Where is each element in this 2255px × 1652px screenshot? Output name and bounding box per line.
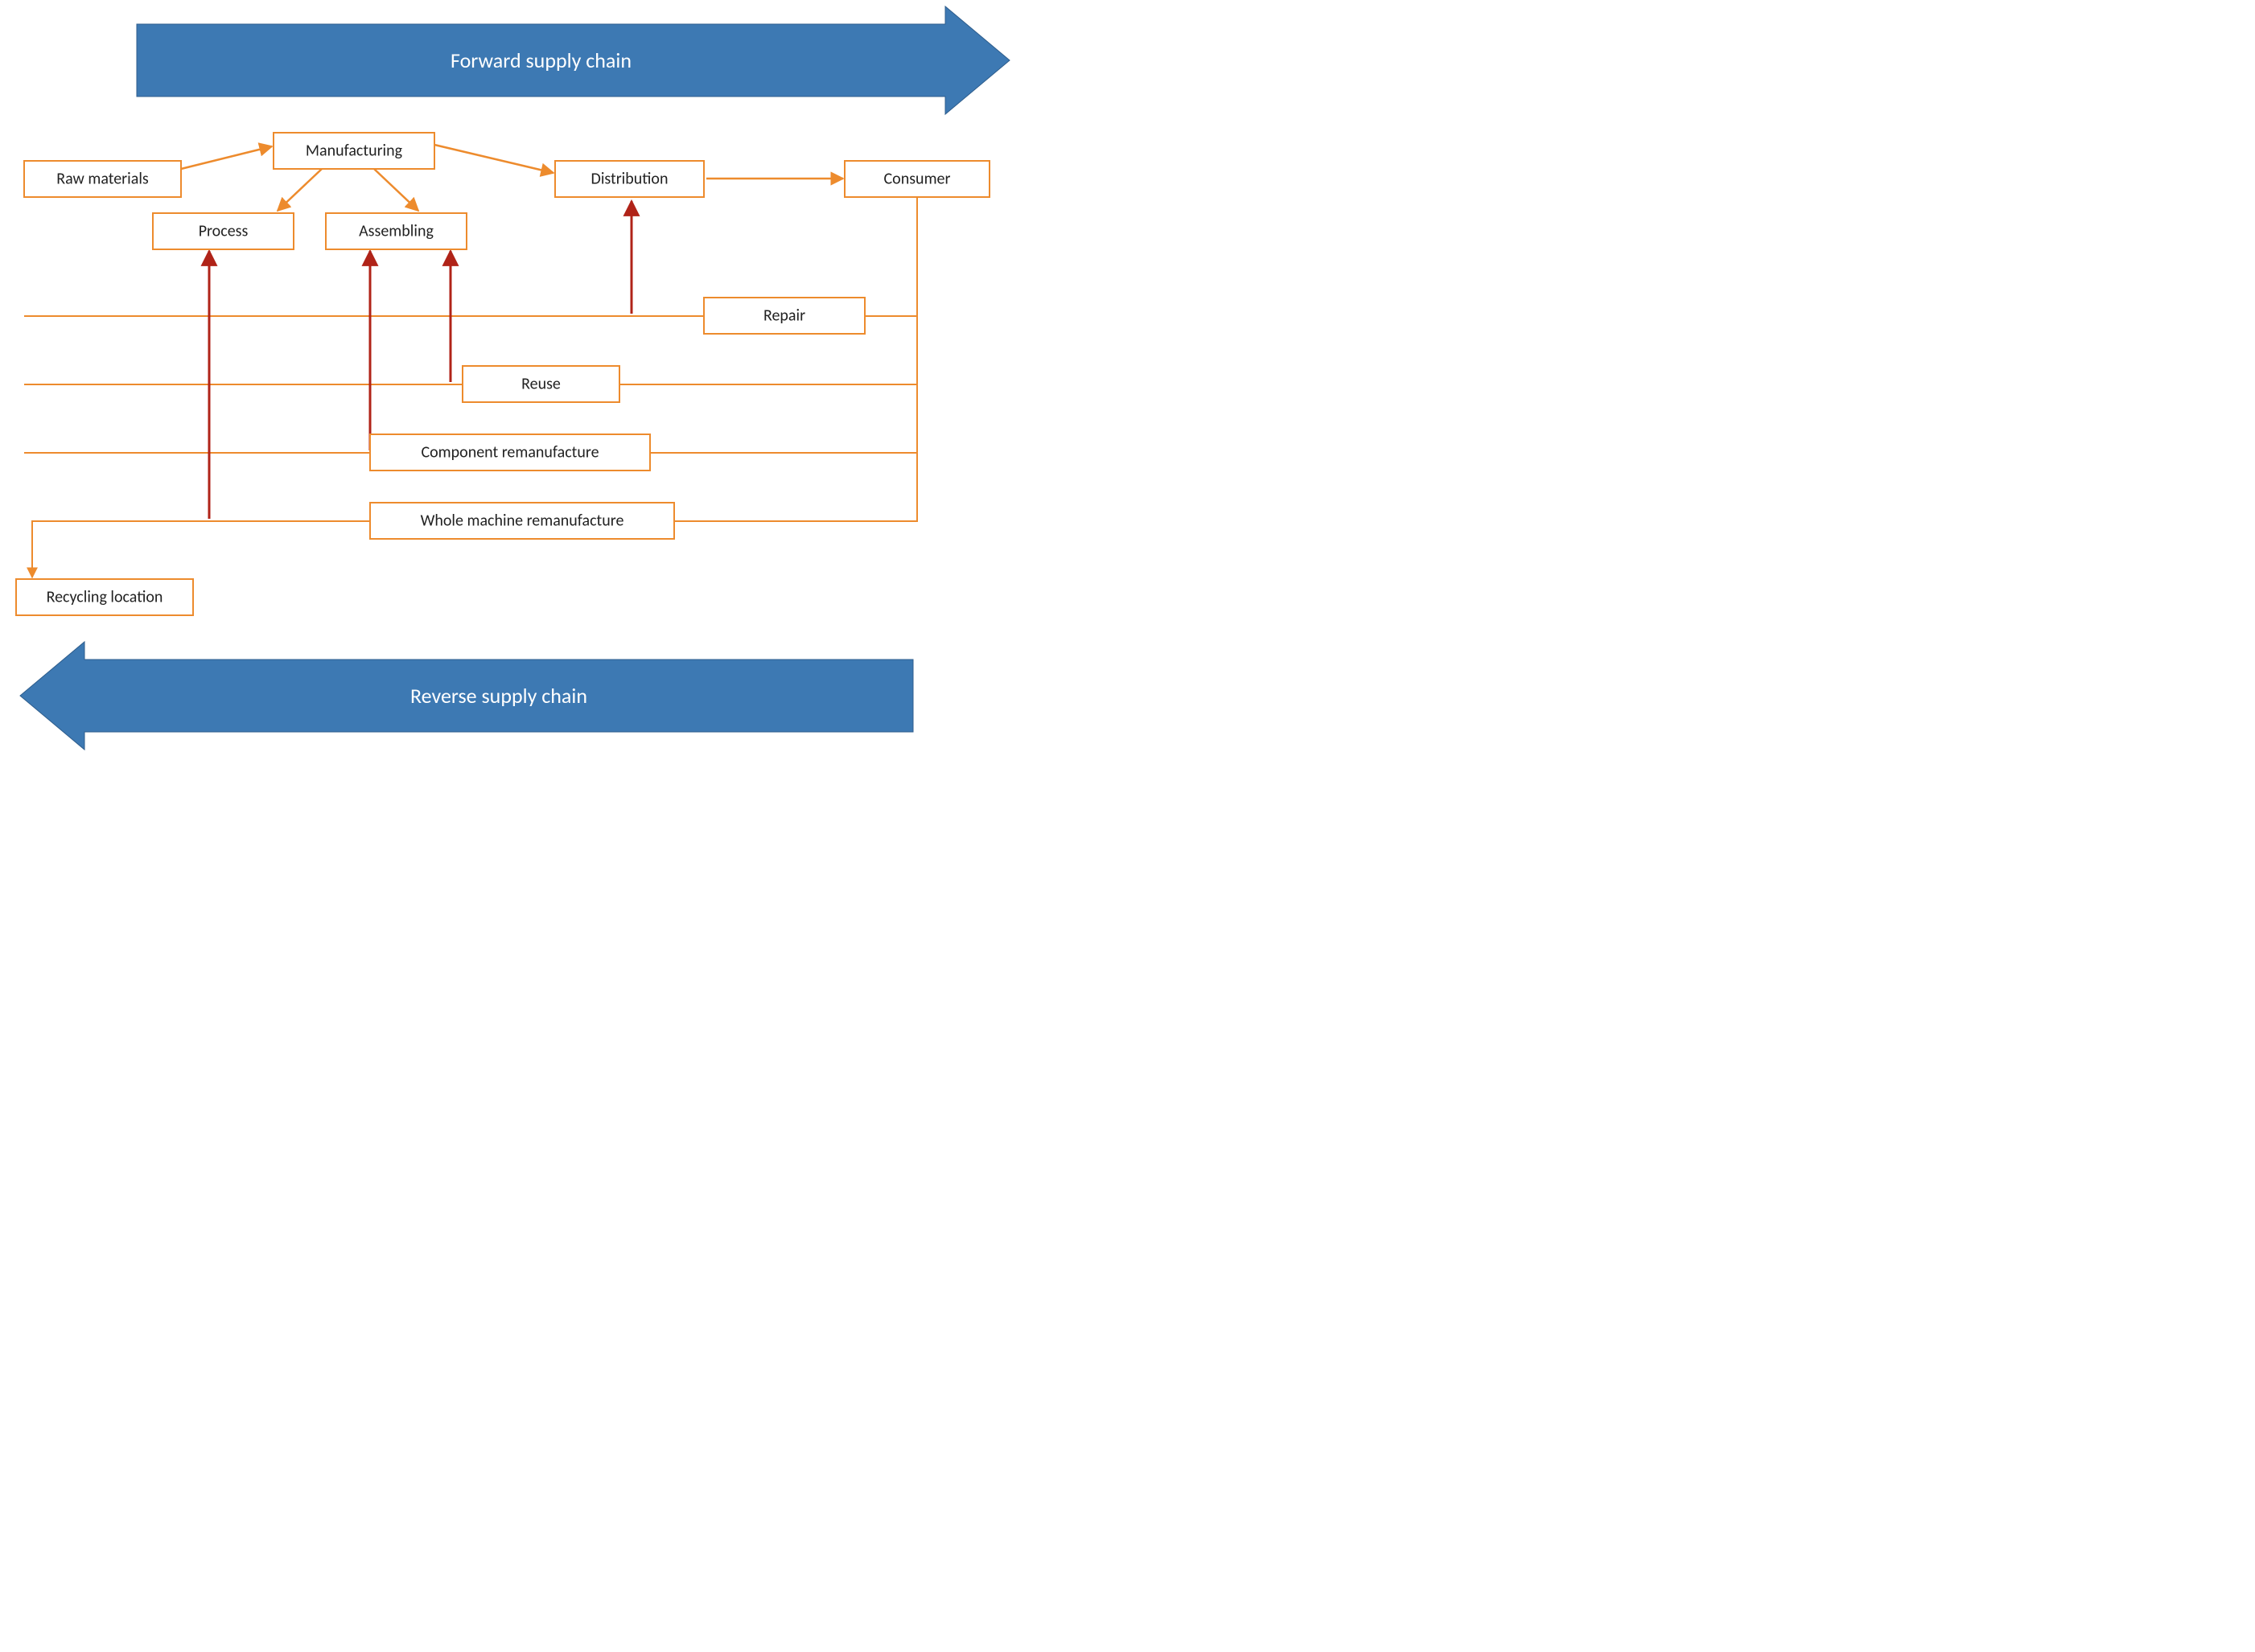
node-reuse: Reuse [463, 366, 619, 402]
node-assembling: Assembling [326, 213, 467, 249]
node-label: Reuse [521, 375, 561, 394]
big-arrow-label: Forward supply chain [451, 47, 632, 73]
node-label: Consumer [884, 170, 951, 189]
node-comp_reman: Component remanufacture [370, 434, 650, 471]
node-consumer: Consumer [845, 161, 990, 197]
node-manufacturing: Manufacturing [274, 133, 434, 169]
flow-arrow [278, 169, 322, 211]
node-process: Process [153, 213, 294, 249]
node-repair: Repair [704, 298, 865, 334]
node-recycling: Recycling location [16, 579, 193, 615]
node-label: Recycling location [47, 588, 163, 607]
flow-arrow [374, 169, 418, 211]
node-label: Manufacturing [306, 142, 403, 161]
node-label: Process [199, 222, 249, 241]
node-distribution: Distribution [555, 161, 704, 197]
node-raw: Raw materials [24, 161, 181, 197]
big-arrow-label: Reverse supply chain [410, 683, 587, 709]
node-whole_reman: Whole machine remanufacture [370, 503, 674, 539]
node-label: Component remanufacture [421, 443, 599, 462]
node-label: Whole machine remanufacture [421, 512, 624, 531]
node-label: Assembling [359, 222, 434, 241]
node-label: Raw materials [56, 170, 149, 189]
flow-arrow [181, 146, 272, 169]
node-label: Repair [763, 306, 805, 326]
node-label: Distribution [591, 170, 669, 189]
flow-arrow [434, 145, 553, 173]
